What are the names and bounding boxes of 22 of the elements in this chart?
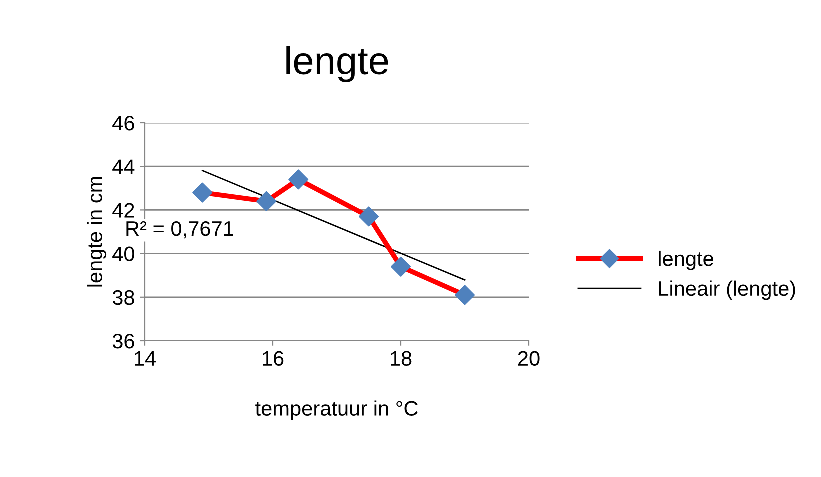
y-tick-label: 40 — [112, 246, 134, 262]
point — [454, 285, 476, 306]
y-axis-title: lengte in cm — [87, 177, 107, 287]
chart-title: lengte — [286, 46, 388, 82]
y-tick-label: 42 — [112, 203, 134, 218]
y-tick-label: 36 — [112, 334, 134, 349]
point — [390, 256, 412, 277]
legend-label: Lineair (lengte) — [659, 280, 796, 300]
y-tick-label: 46 — [112, 116, 134, 131]
y-tick-label: 44 — [112, 160, 135, 174]
legend-label: lengte — [659, 250, 714, 270]
point — [288, 170, 309, 190]
x-tick-label: 14 — [135, 351, 156, 366]
point — [358, 206, 380, 227]
x-tick-label: 16 — [263, 351, 284, 366]
point — [256, 191, 277, 212]
annotation: R² = 0,7671 — [126, 221, 234, 239]
point — [192, 182, 213, 203]
y-tick-label: 38 — [112, 290, 134, 306]
x-tick-label: 20 — [518, 351, 540, 366]
x-tick-label: 18 — [391, 351, 412, 366]
x-axis-title: temperatuur in °C — [256, 400, 418, 420]
